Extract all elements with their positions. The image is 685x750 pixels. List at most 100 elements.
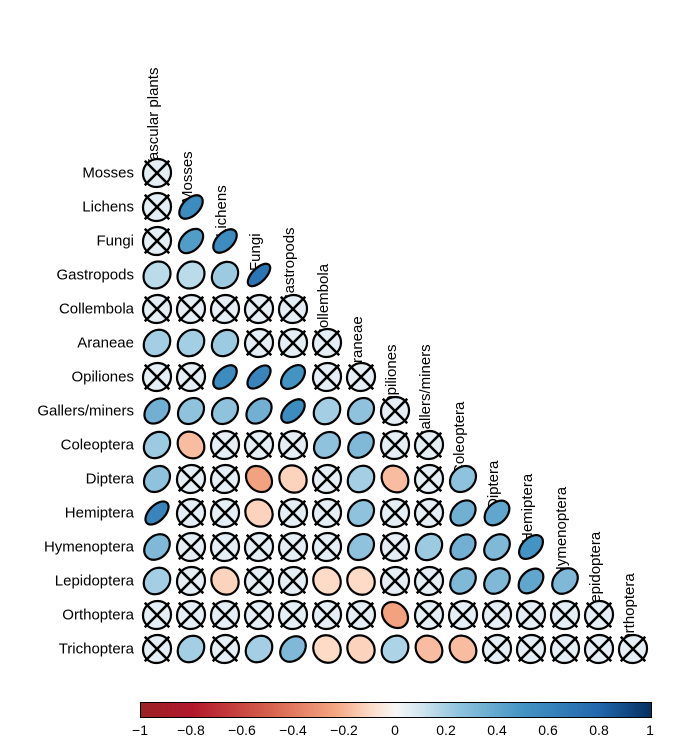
corr-cell xyxy=(344,428,378,462)
corr-cell xyxy=(446,632,480,666)
row-label: Hemiptera xyxy=(65,505,134,522)
corr-cell xyxy=(378,394,412,428)
corr-cell xyxy=(276,598,310,632)
corr-cell xyxy=(174,462,208,496)
corr-cell xyxy=(412,530,446,564)
corr-cell xyxy=(412,496,446,530)
corr-cell xyxy=(174,394,208,428)
corr-cell xyxy=(378,428,412,462)
corr-cell xyxy=(140,258,174,292)
corr-cell xyxy=(276,326,310,360)
corr-cell xyxy=(276,564,310,598)
corr-cell xyxy=(208,462,242,496)
corr-cell xyxy=(276,530,310,564)
corr-cell xyxy=(242,326,276,360)
colorbar-tick-label: 0.4 xyxy=(487,722,506,738)
corr-cell xyxy=(446,530,480,564)
corr-cell xyxy=(242,292,276,326)
row-label: Collembola xyxy=(59,301,134,318)
col-label: Gallers/miners xyxy=(417,344,434,441)
corr-cell xyxy=(310,394,344,428)
col-label: Vascular plants xyxy=(145,68,162,169)
corr-cell xyxy=(276,496,310,530)
corr-cell xyxy=(548,564,582,598)
corr-cell xyxy=(140,360,174,394)
corr-cell xyxy=(208,360,242,394)
corr-cell xyxy=(412,564,446,598)
row-label: Opiliones xyxy=(71,369,134,386)
corr-cell xyxy=(242,496,276,530)
row-label: Gastropods xyxy=(56,267,134,284)
corr-cell xyxy=(208,564,242,598)
corr-cell xyxy=(616,632,650,666)
corr-cell xyxy=(174,360,208,394)
corr-cell xyxy=(174,190,208,224)
row-label: Hymenoptera xyxy=(44,539,134,556)
corr-cell xyxy=(514,530,548,564)
corr-cell xyxy=(242,258,276,292)
corr-cell xyxy=(242,462,276,496)
colorbar-tick-label: −0.2 xyxy=(330,722,358,738)
corr-cell xyxy=(276,428,310,462)
corr-cell xyxy=(208,394,242,428)
colorbar-tick-label: −1 xyxy=(132,722,148,738)
corr-cell xyxy=(140,190,174,224)
corr-cell xyxy=(276,292,310,326)
corr-cell xyxy=(174,598,208,632)
row-label: Gallers/miners xyxy=(37,403,134,420)
corr-cell xyxy=(276,462,310,496)
corr-cell xyxy=(276,360,310,394)
row-label: Lichens xyxy=(82,199,134,216)
corr-cell xyxy=(174,496,208,530)
corr-cell xyxy=(480,632,514,666)
corr-cell xyxy=(140,428,174,462)
corr-cell xyxy=(446,462,480,496)
corr-cell xyxy=(344,530,378,564)
corr-cell xyxy=(412,598,446,632)
corr-cell xyxy=(480,496,514,530)
corr-cell xyxy=(378,564,412,598)
corr-cell xyxy=(582,598,616,632)
corr-cell xyxy=(242,598,276,632)
corr-cell xyxy=(344,360,378,394)
corr-cell xyxy=(582,632,616,666)
corr-cell xyxy=(208,258,242,292)
colorbar xyxy=(140,702,652,718)
corr-cell xyxy=(310,428,344,462)
corr-cell xyxy=(480,564,514,598)
corr-cell xyxy=(378,530,412,564)
corr-cell xyxy=(140,530,174,564)
corr-cell xyxy=(548,632,582,666)
corr-cell xyxy=(480,598,514,632)
correlation-plot: MossesLichensFungiGastropodsCollembolaAr… xyxy=(0,0,685,750)
corr-cell xyxy=(242,632,276,666)
colorbar-tick-label: 0.2 xyxy=(436,722,455,738)
corr-cell xyxy=(140,462,174,496)
corr-cell xyxy=(548,598,582,632)
colorbar-tick-label: 1 xyxy=(646,722,654,738)
corr-cell xyxy=(174,258,208,292)
corr-cell xyxy=(378,462,412,496)
corr-cell xyxy=(242,564,276,598)
corr-cell xyxy=(174,428,208,462)
corr-cell xyxy=(446,598,480,632)
corr-cell xyxy=(514,598,548,632)
corr-cell xyxy=(174,326,208,360)
corr-cell xyxy=(140,394,174,428)
corr-cell xyxy=(310,496,344,530)
corr-cell xyxy=(140,292,174,326)
corr-cell xyxy=(378,632,412,666)
corr-cell xyxy=(310,326,344,360)
corr-cell xyxy=(208,598,242,632)
row-label: Orthoptera xyxy=(62,607,134,624)
corr-cell xyxy=(344,598,378,632)
corr-cell xyxy=(242,360,276,394)
corr-cell xyxy=(378,598,412,632)
corr-cell xyxy=(174,224,208,258)
colorbar-tick-label: −0.8 xyxy=(177,722,205,738)
colorbar-tick-label: 0.8 xyxy=(589,722,608,738)
corr-cell xyxy=(378,496,412,530)
corr-cell xyxy=(140,156,174,190)
row-label: Mosses xyxy=(82,165,134,182)
corr-cell xyxy=(344,564,378,598)
